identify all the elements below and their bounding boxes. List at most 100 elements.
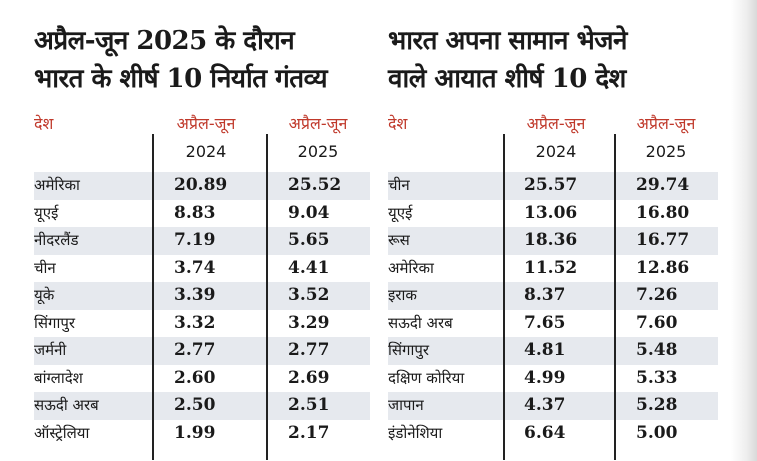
table-row: रूस 18.36 16.77 bbox=[388, 227, 718, 255]
value-2024-cell: 3.74 bbox=[174, 257, 216, 278]
country-cell: यूके bbox=[34, 286, 55, 304]
value-2025-cell: 2.17 bbox=[288, 422, 330, 443]
exports-col-country: देश bbox=[34, 114, 54, 133]
country-cell: सिंगापुर bbox=[388, 341, 430, 359]
value-2024-cell: 2.77 bbox=[174, 340, 216, 360]
value-2025-cell: 7.60 bbox=[636, 312, 678, 333]
exports-table-body: अमेरिका 20.89 25.52 यूएई 8.83 9.04 नीदरल… bbox=[34, 172, 370, 447]
value-2024-cell: 20.89 bbox=[174, 175, 228, 195]
table-row: यूके 3.39 3.52 bbox=[34, 282, 370, 310]
value-2025-cell: 5.33 bbox=[636, 367, 678, 388]
imports-col-2024: अप्रैल-जून bbox=[526, 114, 586, 133]
column-divider bbox=[614, 134, 616, 460]
exports-table-header: देश अप्रैल-जून 2024 अप्रैल-जून 2025 bbox=[34, 110, 370, 172]
value-2024-cell: 7.19 bbox=[174, 230, 216, 250]
imports-title: भारत अपना सामान भेजने वाले आयात शीर्ष 10… bbox=[388, 22, 718, 102]
table-row: ऑस्ट्रेलिया 1.99 2.17 bbox=[34, 420, 370, 448]
value-2024-cell: 3.39 bbox=[174, 285, 216, 305]
imports-col-2024-year: 2024 bbox=[535, 142, 577, 161]
value-2025-cell: 5.00 bbox=[636, 422, 678, 443]
country-cell: सऊदी अरब bbox=[34, 396, 99, 414]
imports-col-2025: अप्रैल-जून bbox=[636, 114, 696, 133]
country-cell: अमेरिका bbox=[388, 258, 434, 277]
country-cell: इंडोनेशिया bbox=[388, 423, 443, 442]
value-2025-cell: 2.77 bbox=[288, 340, 330, 360]
table-row: इंडोनेशिया 6.64 5.00 bbox=[388, 420, 718, 448]
value-2024-cell: 1.99 bbox=[174, 422, 216, 443]
exports-title-line2: भारत के शीर्ष 10 निर्यात गंतव्य bbox=[34, 64, 328, 94]
value-2025-cell: 3.52 bbox=[288, 285, 330, 305]
imports-table-body: चीन 25.57 29.74 यूएई 13.06 16.80 रूस 18.… bbox=[388, 172, 718, 447]
value-2025-cell: 3.29 bbox=[288, 312, 330, 333]
imports-title-line1: भारत अपना सामान भेजने bbox=[388, 26, 627, 56]
country-cell: सिंगापुर bbox=[34, 313, 76, 332]
table-row: जापान 4.37 5.28 bbox=[388, 392, 718, 420]
value-2024-cell: 6.64 bbox=[524, 422, 566, 443]
country-cell: सऊदी अरब bbox=[388, 313, 453, 332]
column-divider bbox=[266, 134, 268, 460]
table-row: सिंगापुर 4.81 5.48 bbox=[388, 337, 718, 365]
table-row: नीदरलैंड 7.19 5.65 bbox=[34, 227, 370, 255]
country-cell: रूस bbox=[388, 231, 410, 249]
table-row: अमेरिका 20.89 25.52 bbox=[34, 172, 370, 200]
table-row: चीन 25.57 29.74 bbox=[388, 172, 718, 200]
country-cell: यूएई bbox=[388, 203, 413, 222]
value-2025-cell: 7.26 bbox=[636, 285, 678, 305]
table-row: सिंगापुर 3.32 3.29 bbox=[34, 310, 370, 338]
value-2024-cell: 4.37 bbox=[524, 395, 566, 415]
value-2024-cell: 8.83 bbox=[174, 202, 216, 223]
value-2024-cell: 4.99 bbox=[524, 367, 566, 388]
value-2025-cell: 2.51 bbox=[288, 395, 330, 415]
exports-title-line1: अप्रैल-जून 2025 के दौरान bbox=[34, 26, 295, 56]
value-2024-cell: 18.36 bbox=[524, 230, 578, 250]
column-divider bbox=[503, 134, 505, 460]
value-2024-cell: 25.57 bbox=[524, 175, 578, 195]
country-cell: दक्षिण कोरिया bbox=[388, 368, 465, 387]
country-cell: चीन bbox=[34, 258, 56, 277]
page-edge-shadow bbox=[731, 0, 757, 461]
country-cell: चीन bbox=[388, 176, 410, 194]
table-row: अमेरिका 11.52 12.86 bbox=[388, 255, 718, 283]
exports-col-2025-year: 2025 bbox=[297, 142, 339, 161]
country-cell: इराक bbox=[388, 286, 417, 304]
value-2024-cell: 7.65 bbox=[524, 312, 566, 333]
exports-col-2025: अप्रैल-जून bbox=[288, 114, 348, 133]
table-row: चीन 3.74 4.41 bbox=[34, 255, 370, 283]
country-cell: यूएई bbox=[34, 203, 59, 222]
imports-panel: भारत अपना सामान भेजने वाले आयात शीर्ष 10… bbox=[388, 0, 718, 460]
table-row: इराक 8.37 7.26 bbox=[388, 282, 718, 310]
value-2025-cell: 29.74 bbox=[636, 175, 690, 195]
value-2024-cell: 8.37 bbox=[524, 285, 566, 305]
table-row: जर्मनी 2.77 2.77 bbox=[34, 337, 370, 365]
country-cell: जापान bbox=[388, 396, 424, 414]
imports-title-line2: वाले आयात शीर्ष 10 देश bbox=[388, 64, 626, 94]
column-divider bbox=[152, 134, 154, 460]
value-2025-cell: 25.52 bbox=[288, 175, 342, 195]
value-2025-cell: 5.48 bbox=[636, 340, 678, 360]
imports-col-2025-year: 2025 bbox=[645, 142, 687, 161]
value-2024-cell: 13.06 bbox=[524, 202, 578, 223]
value-2025-cell: 9.04 bbox=[288, 202, 330, 223]
country-cell: ऑस्ट्रेलिया bbox=[34, 423, 90, 442]
table-row: सऊदी अरब 7.65 7.60 bbox=[388, 310, 718, 338]
country-cell: नीदरलैंड bbox=[34, 231, 79, 249]
value-2024-cell: 2.60 bbox=[174, 367, 216, 388]
value-2025-cell: 2.69 bbox=[288, 367, 330, 388]
exports-panel: अप्रैल-जून 2025 के दौरान भारत के शीर्ष 1… bbox=[34, 0, 370, 460]
imports-table-header: देश अप्रैल-जून 2024 अप्रैल-जून 2025 bbox=[388, 110, 718, 172]
value-2024-cell: 11.52 bbox=[524, 257, 578, 278]
exports-col-2024-year: 2024 bbox=[185, 142, 227, 161]
value-2024-cell: 4.81 bbox=[524, 340, 566, 360]
value-2024-cell: 2.50 bbox=[174, 395, 216, 415]
exports-title: अप्रैल-जून 2025 के दौरान भारत के शीर्ष 1… bbox=[34, 22, 370, 102]
value-2024-cell: 3.32 bbox=[174, 312, 216, 333]
table-row: यूएई 13.06 16.80 bbox=[388, 200, 718, 228]
table-row: यूएई 8.83 9.04 bbox=[34, 200, 370, 228]
value-2025-cell: 12.86 bbox=[636, 257, 690, 278]
imports-col-country: देश bbox=[388, 114, 408, 133]
table-row: सऊदी अरब 2.50 2.51 bbox=[34, 392, 370, 420]
country-cell: अमेरिका bbox=[34, 176, 80, 194]
table-row: बांग्लादेश 2.60 2.69 bbox=[34, 365, 370, 393]
value-2025-cell: 16.77 bbox=[636, 230, 690, 250]
value-2025-cell: 16.80 bbox=[636, 202, 690, 223]
